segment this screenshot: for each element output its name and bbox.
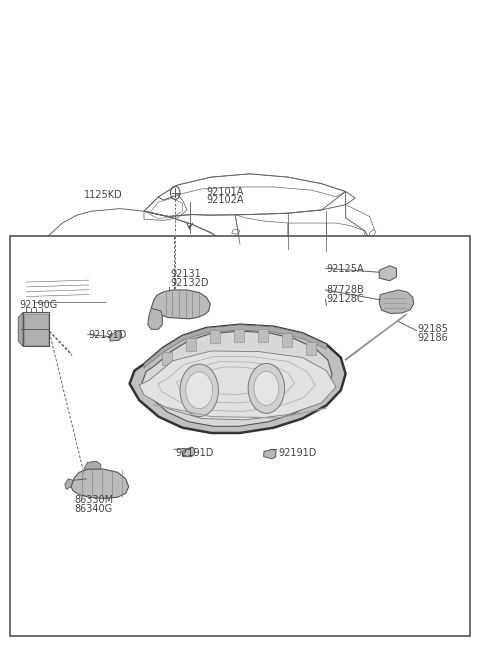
Polygon shape [84, 461, 101, 469]
Polygon shape [34, 256, 82, 272]
Polygon shape [65, 479, 73, 489]
Circle shape [186, 372, 213, 409]
FancyBboxPatch shape [258, 329, 268, 342]
Text: 92186: 92186 [418, 333, 448, 344]
Text: 92191D: 92191D [175, 447, 214, 458]
Text: 1125KD: 1125KD [84, 190, 122, 201]
Circle shape [180, 364, 218, 417]
Text: 92102A: 92102A [206, 195, 244, 205]
Circle shape [254, 371, 279, 405]
FancyBboxPatch shape [24, 314, 48, 345]
FancyBboxPatch shape [10, 236, 470, 636]
Circle shape [248, 363, 285, 413]
Text: 92128C: 92128C [326, 294, 364, 304]
FancyBboxPatch shape [282, 333, 292, 346]
Polygon shape [379, 290, 414, 314]
Text: 92131: 92131 [170, 269, 201, 279]
FancyBboxPatch shape [306, 342, 316, 355]
Polygon shape [182, 447, 194, 457]
Text: 92125A: 92125A [326, 264, 364, 274]
Polygon shape [379, 266, 396, 281]
Polygon shape [130, 325, 346, 433]
Polygon shape [148, 308, 162, 329]
Polygon shape [264, 449, 276, 459]
Text: 86330M: 86330M [74, 495, 114, 505]
Text: 86340G: 86340G [74, 504, 112, 514]
FancyBboxPatch shape [234, 329, 244, 342]
Text: 87728B: 87728B [326, 285, 364, 295]
Text: 92101A: 92101A [206, 186, 244, 197]
Text: 92185: 92185 [418, 324, 448, 335]
FancyBboxPatch shape [23, 312, 49, 346]
Text: 92132D: 92132D [170, 278, 209, 289]
Polygon shape [71, 469, 129, 499]
Text: 92191D: 92191D [278, 447, 317, 458]
Polygon shape [144, 325, 326, 368]
Polygon shape [151, 290, 210, 319]
Text: 92191D: 92191D [89, 329, 127, 340]
Polygon shape [142, 331, 332, 426]
FancyBboxPatch shape [210, 330, 220, 343]
Polygon shape [109, 331, 122, 341]
Polygon shape [139, 351, 336, 420]
Text: 92190G: 92190G [19, 300, 58, 310]
FancyBboxPatch shape [186, 338, 196, 352]
Polygon shape [18, 312, 23, 346]
FancyBboxPatch shape [162, 352, 172, 365]
